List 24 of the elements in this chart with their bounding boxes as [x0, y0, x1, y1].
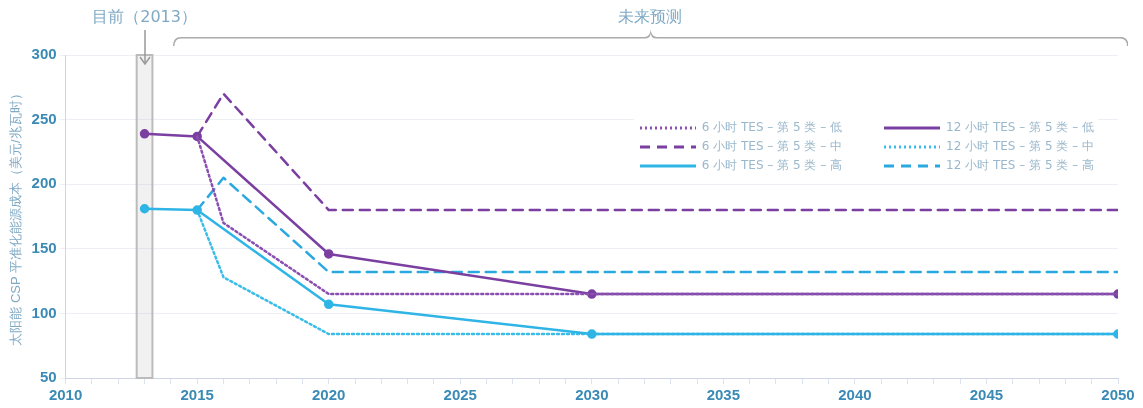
y-axis-title: 太阳能 CSP 平准化能源成本（美元/兆瓦时） [8, 87, 24, 346]
text: 未来预测 [618, 7, 683, 27]
legend-label: 12 小时 TES – 第 5 类 – 中 [946, 138, 1094, 155]
legend-label: 6 小时 TES – 第 5 类 – 低 [701, 119, 843, 136]
legend-label: 6 小时 TES – 第 5 类 – 高 [701, 157, 843, 174]
y-tick-label: 250 [31, 109, 57, 127]
annotation: 目前（2013） [92, 7, 197, 27]
x-tick-label: 2045 [969, 386, 1004, 404]
x-tick-label: 2020 [312, 386, 346, 404]
y-tick-label: 200 [31, 174, 57, 192]
legend-label: 12 小时 TES – 第 5 类 – 低 [946, 119, 1094, 136]
x-tick-label: 2025 [443, 386, 477, 404]
y-tick-label: 150 [31, 238, 57, 256]
y-tick-label: 50 [39, 368, 57, 386]
x-tick-label: 2010 [48, 386, 83, 404]
x-tick-label: 2040 [838, 386, 872, 404]
x-tick-label: 2030 [575, 386, 609, 404]
legend-label: 6 小时 TES – 第 5 类 – 中 [701, 138, 843, 155]
x-tick-label: 2015 [180, 386, 214, 404]
legend-label: 12 小时 TES – 第 5 类 – 高 [946, 157, 1094, 174]
y-tick-label: 100 [31, 303, 57, 321]
y-tick-label: 300 [31, 45, 57, 63]
x-tick-label: 2035 [706, 386, 741, 404]
x-tick-label: 2050 [1101, 386, 1135, 404]
